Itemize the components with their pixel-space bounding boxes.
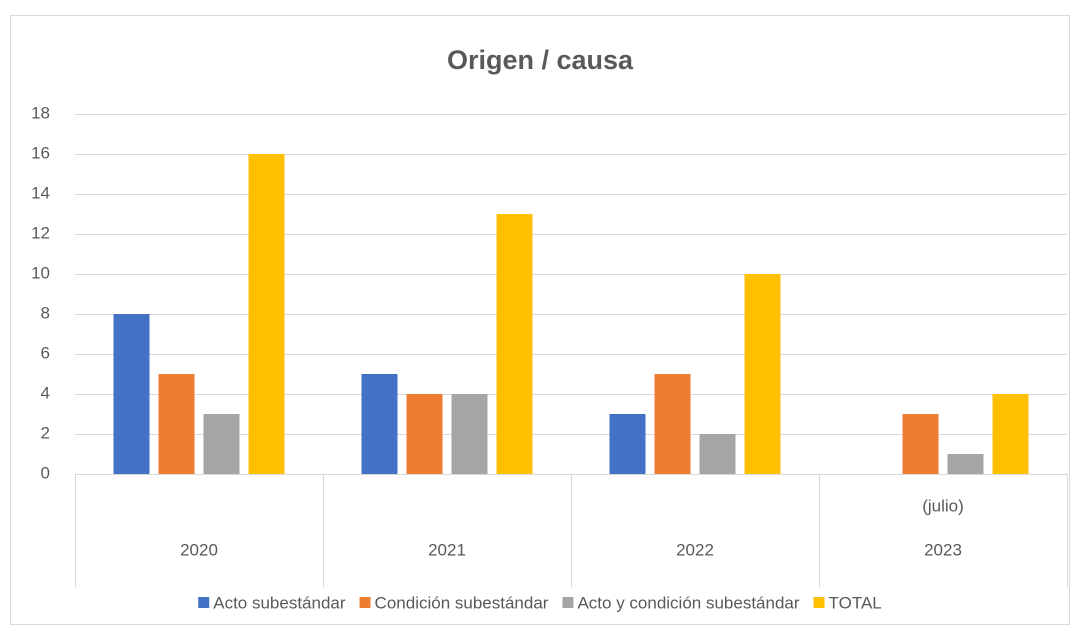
bar bbox=[992, 394, 1029, 474]
chart-frame bbox=[10, 15, 1070, 625]
bar bbox=[203, 414, 240, 474]
y-tick-label: 8 bbox=[41, 303, 50, 322]
bar bbox=[113, 314, 150, 474]
bar bbox=[744, 274, 781, 474]
y-tick-label: 2 bbox=[41, 423, 50, 442]
bar bbox=[609, 414, 646, 474]
x-tick-label: 2023 bbox=[924, 540, 962, 559]
x-tick-label: 2020 bbox=[180, 540, 218, 559]
bar bbox=[496, 214, 533, 474]
chart-title: Origen / causa bbox=[447, 45, 634, 75]
bar bbox=[406, 394, 443, 474]
legend-swatch bbox=[359, 597, 371, 608]
legend-label: TOTAL bbox=[829, 593, 882, 612]
y-tick-label: 14 bbox=[31, 183, 50, 202]
legend-label: Acto y condición subestándar bbox=[577, 593, 799, 612]
bar bbox=[699, 434, 736, 474]
bar bbox=[947, 454, 984, 474]
y-tick-label: 6 bbox=[41, 343, 50, 362]
y-tick-label: 0 bbox=[41, 463, 50, 482]
bar bbox=[158, 374, 195, 474]
bar bbox=[654, 374, 691, 474]
bar bbox=[451, 394, 488, 474]
y-tick-label: 10 bbox=[31, 263, 50, 282]
legend-label: Acto subestándar bbox=[213, 593, 346, 612]
y-tick-label: 12 bbox=[31, 223, 50, 242]
x-tick-label: 2022 bbox=[676, 540, 714, 559]
y-tick-label: 4 bbox=[41, 383, 50, 402]
y-tick-label: 18 bbox=[31, 103, 50, 122]
bar bbox=[902, 414, 939, 474]
legend-swatch bbox=[198, 597, 210, 608]
legend-swatch bbox=[562, 597, 574, 608]
bar bbox=[361, 374, 398, 474]
y-tick-label: 16 bbox=[31, 143, 50, 162]
legend-label: Condición subestándar bbox=[375, 593, 549, 612]
x-tick-sublabel: (julio) bbox=[922, 496, 964, 515]
x-tick-label: 2021 bbox=[428, 540, 466, 559]
bar bbox=[248, 154, 285, 474]
legend-swatch bbox=[813, 597, 825, 608]
